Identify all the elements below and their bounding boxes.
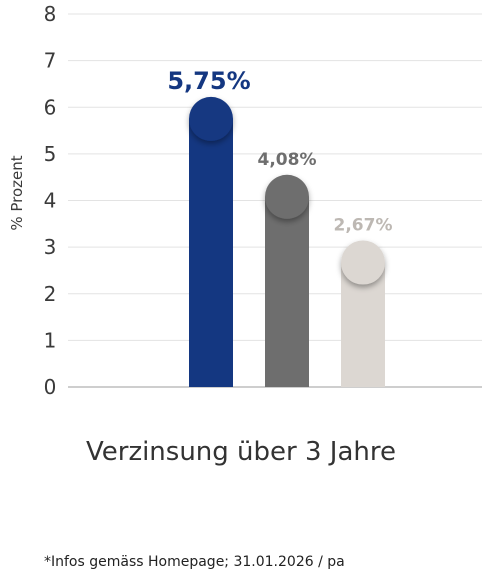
bar-cap-3 [341, 240, 385, 285]
data-label-3: 2,67% [334, 216, 393, 236]
y-tick-label: 2 [44, 282, 57, 306]
y-tick-label: 4 [44, 189, 57, 213]
y-tick-label: 3 [44, 235, 57, 259]
x-axis-label: Verzinsung über 3 Jahre [85, 437, 396, 467]
y-tick-label: 6 [44, 95, 57, 119]
data-label-2: 4,08% [258, 150, 317, 170]
y-axis-ticks: 0 1 2 3 4 5 6 7 8 [44, 2, 57, 399]
data-labels: 5,75% 4,08% 2,67% [167, 67, 392, 236]
bar-cap-1 [189, 96, 233, 141]
y-axis-label: % Prozent [8, 155, 26, 230]
footnote: *Infos gemäss Homepage; 31.01.2026 / pa [44, 554, 345, 570]
y-tick-label: 1 [44, 328, 57, 352]
bar-1 [189, 118, 233, 387]
y-tick-label: 8 [44, 2, 57, 26]
bar-cap-2 [265, 174, 309, 219]
y-tick-label: 0 [44, 375, 57, 399]
bar-chart: 0 1 2 3 4 5 6 7 8 5,75% 4,08% 2,67% % Prozent [8, 2, 482, 399]
data-label-1: 5,75% [167, 67, 250, 95]
bar-2 [265, 196, 309, 387]
y-tick-label: 5 [44, 142, 57, 166]
y-tick-label: 7 [44, 49, 57, 73]
bars [189, 96, 385, 387]
